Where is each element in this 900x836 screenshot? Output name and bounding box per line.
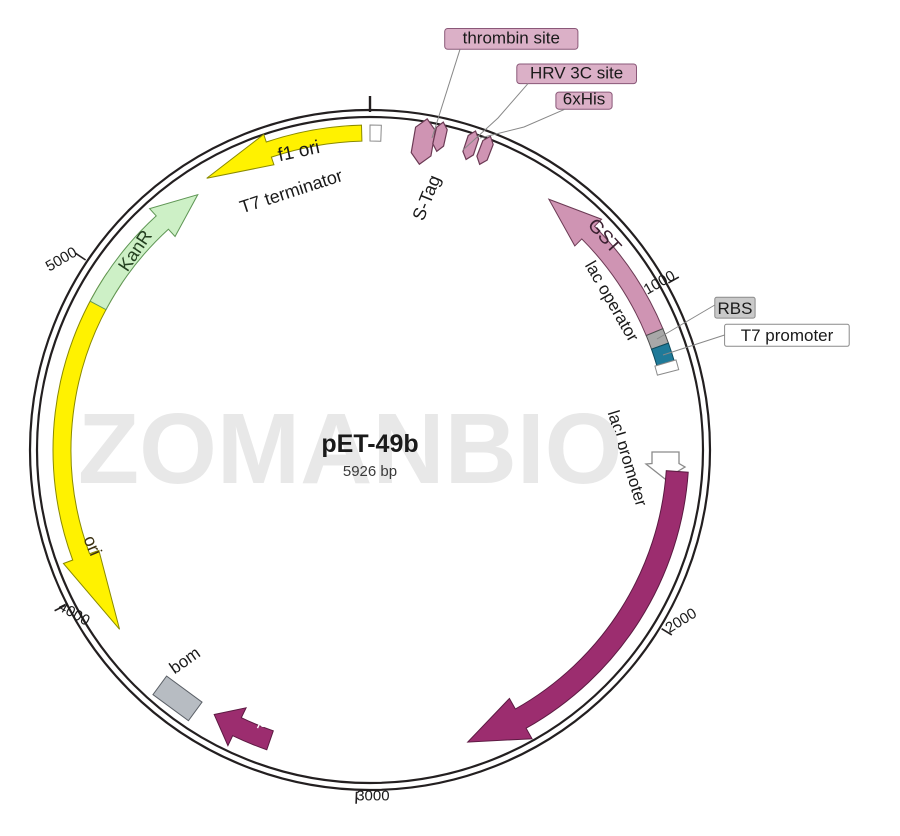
svg-text:HRV 3C site: HRV 3C site [530,63,623,82]
svg-text:lacI: lacI [585,570,616,604]
svg-text:3000: 3000 [356,788,389,805]
svg-text:5000: 5000 [43,244,80,275]
svg-text:5926 bp: 5926 bp [343,463,397,480]
svg-text:RBS: RBS [718,299,753,318]
svg-text:T7 terminator: T7 terminator [237,165,345,217]
svg-text:bom: bom [166,643,204,678]
svg-text:S-Tag: S-Tag [408,172,444,223]
svg-text:T7 promoter: T7 promoter [741,326,834,345]
svg-text:2000: 2000 [662,605,699,637]
svg-text:KanR: KanR [114,226,156,275]
svg-text:6xHis: 6xHis [563,90,606,109]
svg-text:pET-49b: pET-49b [321,430,418,458]
svg-text:thrombin site: thrombin site [463,29,560,48]
